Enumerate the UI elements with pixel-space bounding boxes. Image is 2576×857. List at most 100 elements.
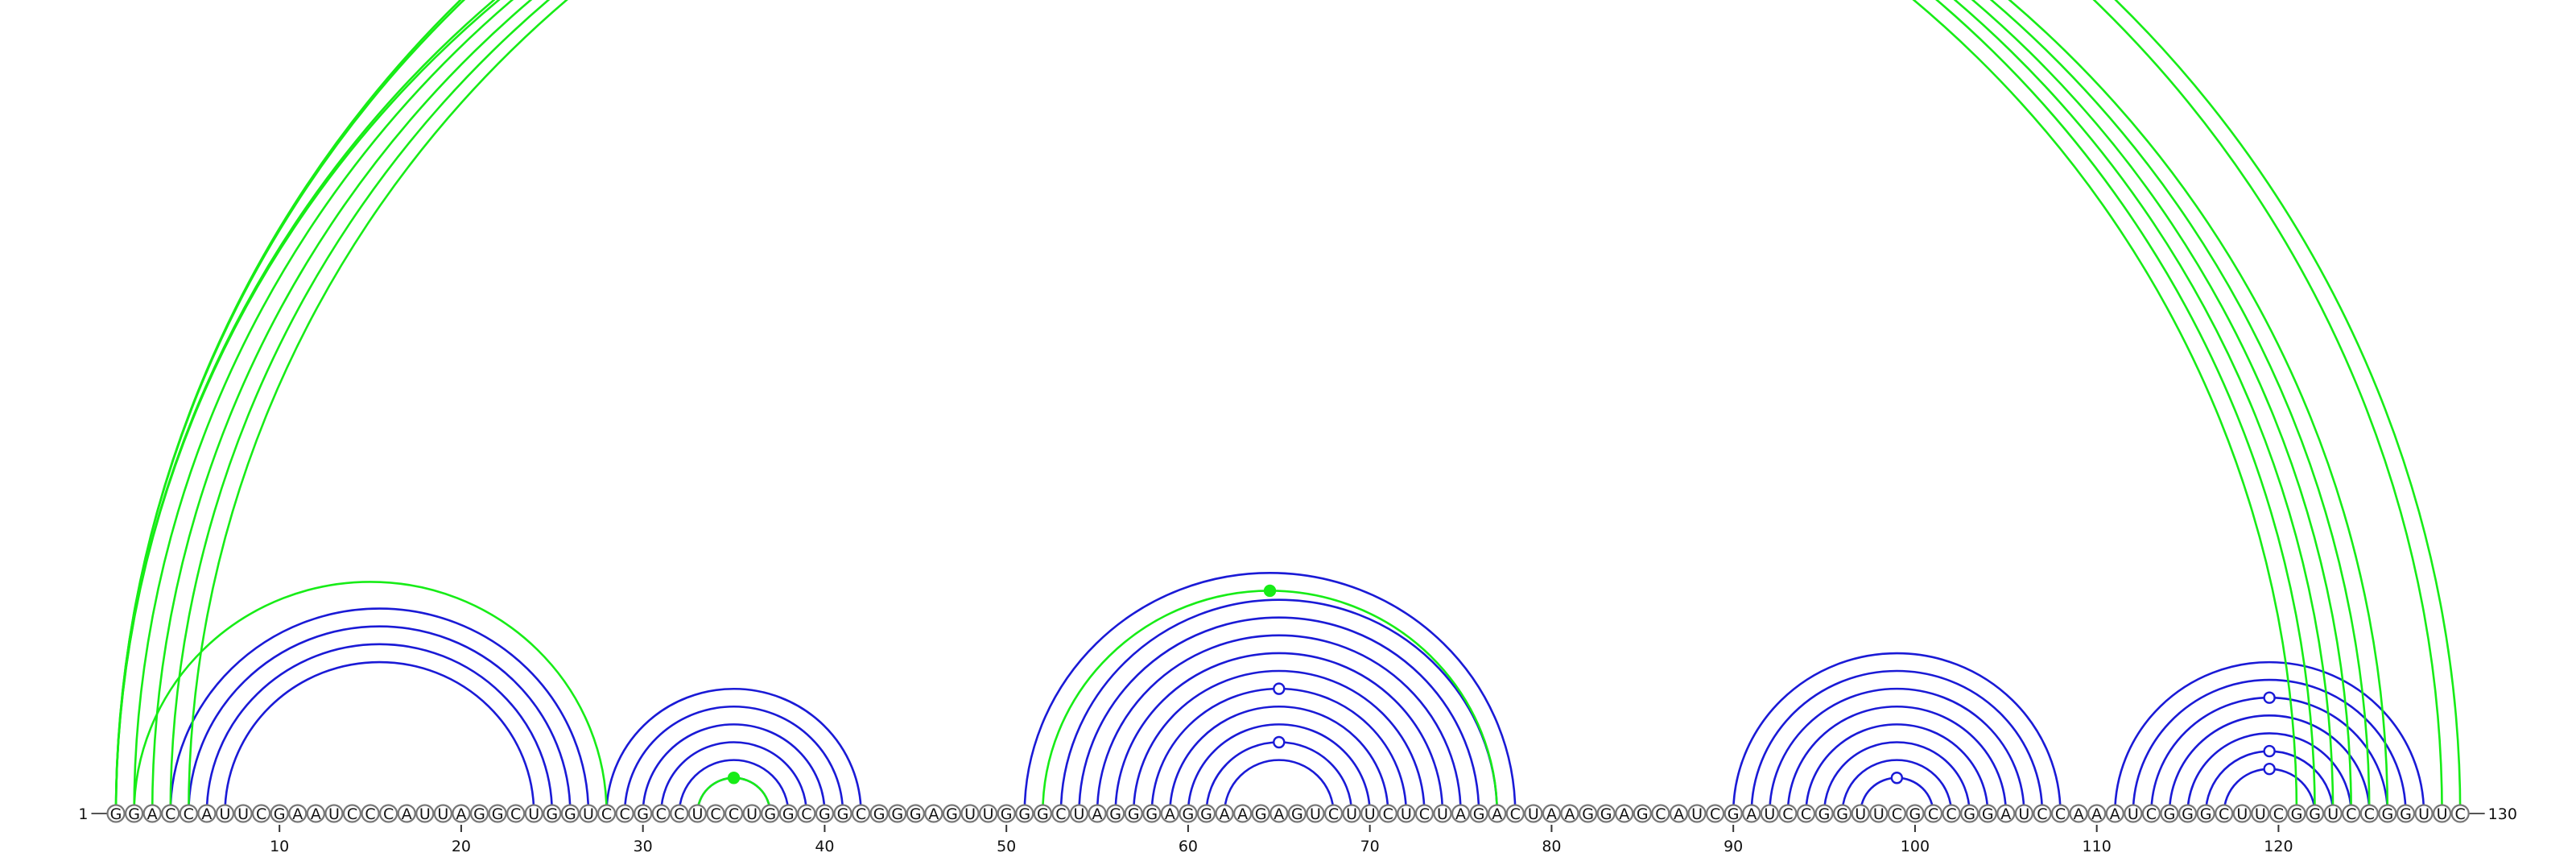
- nucleotide-letter: G: [1600, 805, 1612, 823]
- nucleotide-circle: [724, 804, 744, 823]
- nucleotide-letter: G: [2400, 805, 2412, 823]
- nucleotide-letter: U: [2255, 805, 2266, 823]
- nucleotide-letter: U: [528, 805, 539, 823]
- nucleotide: C: [1651, 804, 1670, 823]
- nucleotide: U: [2433, 804, 2452, 823]
- nucleotide-circle: [997, 804, 1016, 823]
- nucleotide-circle: [252, 804, 271, 823]
- nucleotide: A: [2105, 804, 2124, 823]
- nucleotide: C: [2215, 804, 2234, 823]
- nucleotide-circle: [670, 804, 689, 823]
- nucleotide-letter: C: [729, 805, 739, 823]
- nucleotide: A: [306, 804, 325, 823]
- nucleotide-circle: [2378, 804, 2397, 823]
- nucleotide-letter: C: [2219, 805, 2229, 823]
- nucleotide: G: [942, 804, 962, 823]
- nucleotide-letter: C: [1782, 805, 1793, 823]
- nucleotide-letter: U: [2418, 805, 2429, 823]
- nucleotide: G: [270, 804, 289, 823]
- nucleotide-circle: [142, 804, 162, 823]
- nucleotide-circle: [2450, 804, 2470, 823]
- nucleotide: C: [1923, 804, 1943, 823]
- nucleotide-circle: [1469, 804, 1488, 823]
- nucleotide: U: [2414, 804, 2434, 823]
- nucleotide-letter: U: [2236, 805, 2248, 823]
- nucleotide: G: [1033, 804, 1052, 823]
- blue-pair-arc-53-77: [1059, 598, 1498, 814]
- nucleotide: G: [1905, 804, 1925, 823]
- nucleotide-circle: [1706, 804, 1725, 823]
- nucleotide-circle: [124, 804, 144, 823]
- nucleotide-letter: A: [1092, 805, 1103, 823]
- nucleotide: A: [1996, 804, 2016, 823]
- nucleotide: U: [524, 804, 543, 823]
- nucleotide: U: [1433, 804, 1452, 823]
- nucleotide-circle: [1669, 804, 1689, 823]
- nucleotide-circle: [2069, 804, 2088, 823]
- nucleotide-circle: [833, 804, 852, 823]
- nucleotide-circle: [433, 804, 452, 823]
- tick-label: 80: [1542, 838, 1561, 855]
- nucleotide: G: [888, 804, 907, 823]
- nucleotide: G: [1106, 804, 1125, 823]
- nucleotide-letter: A: [2110, 805, 2120, 823]
- nucleotide: A: [1088, 804, 1107, 823]
- nucleotide-circle: [2160, 804, 2179, 823]
- blue-pair-arc-95-103: [1823, 741, 1971, 814]
- nucleotide: C: [1505, 804, 1525, 823]
- nucleotide-circle: [543, 804, 562, 823]
- nucleotide-circle: [851, 804, 871, 823]
- nucleotide-circle: [560, 804, 580, 823]
- nucleotide-letter: U: [1437, 805, 1448, 823]
- nucleotide-circle: [924, 804, 943, 823]
- nucleotide: C: [1414, 804, 1435, 823]
- nucleotide-letter: C: [347, 805, 357, 823]
- tick-label: 50: [997, 838, 1016, 855]
- nucleotide-circle: [1088, 804, 1107, 823]
- nucleotide-letter: G: [2200, 805, 2212, 823]
- nucleotide-circle: [888, 804, 907, 823]
- nucleotide: A: [1542, 804, 1562, 823]
- nucleotide-letter: C: [801, 805, 811, 823]
- nucleotide-letter: G: [1018, 805, 1030, 823]
- tick-label: 30: [634, 838, 653, 855]
- nucleotide: C: [342, 804, 362, 823]
- nucleotide: A: [1669, 804, 1689, 823]
- nucleotide-letter: U: [1346, 805, 1357, 823]
- nucleotide-circle: [597, 804, 617, 823]
- nucleotide-circle: [2287, 804, 2306, 823]
- nucleotide-letter: G: [1728, 805, 1740, 823]
- nucleotide-letter: U: [964, 805, 976, 823]
- nucleotide: A: [1742, 804, 1761, 823]
- nucleotide-letter: U: [419, 805, 431, 823]
- nucleotide-circle: [706, 804, 725, 823]
- nucleotide: C: [1706, 804, 1725, 823]
- nucleotide: C: [706, 804, 725, 823]
- nucleotide-letter: G: [564, 805, 576, 823]
- nucleotide-circle: [415, 804, 435, 823]
- nucleotide-circle: [579, 804, 598, 823]
- nucleotide-circle: [2087, 804, 2107, 823]
- nucleotide-circle: [651, 804, 671, 823]
- nucleotide: G: [997, 804, 1016, 823]
- blue-pair-arc-115-124: [2186, 732, 2353, 814]
- nucleotide: U: [978, 804, 998, 823]
- nucleotide-circle: [1433, 804, 1452, 823]
- end-index-label: 130: [2488, 805, 2517, 823]
- nucleotide-letter: A: [1274, 805, 1284, 823]
- nucleotide: G: [1633, 804, 1652, 823]
- nucleotide-circle: [1360, 804, 1380, 823]
- nucleotide-letter: U: [1528, 805, 1539, 823]
- nucleotide: C: [506, 804, 526, 823]
- nucleotide-letter: G: [637, 805, 649, 823]
- nucleotide-letter: U: [237, 805, 249, 823]
- nucleotide-circle: [1760, 804, 1779, 823]
- nucleotide-circle: [815, 804, 835, 823]
- blue-pair-arc-111-128: [2113, 661, 2425, 814]
- nucleotide-letter: C: [856, 805, 866, 823]
- nucleotide: U: [233, 804, 253, 823]
- blue-pair-arc-32-38: [678, 759, 790, 814]
- nucleotide: U: [1069, 804, 1089, 823]
- nucleotide-letter: U: [1364, 805, 1376, 823]
